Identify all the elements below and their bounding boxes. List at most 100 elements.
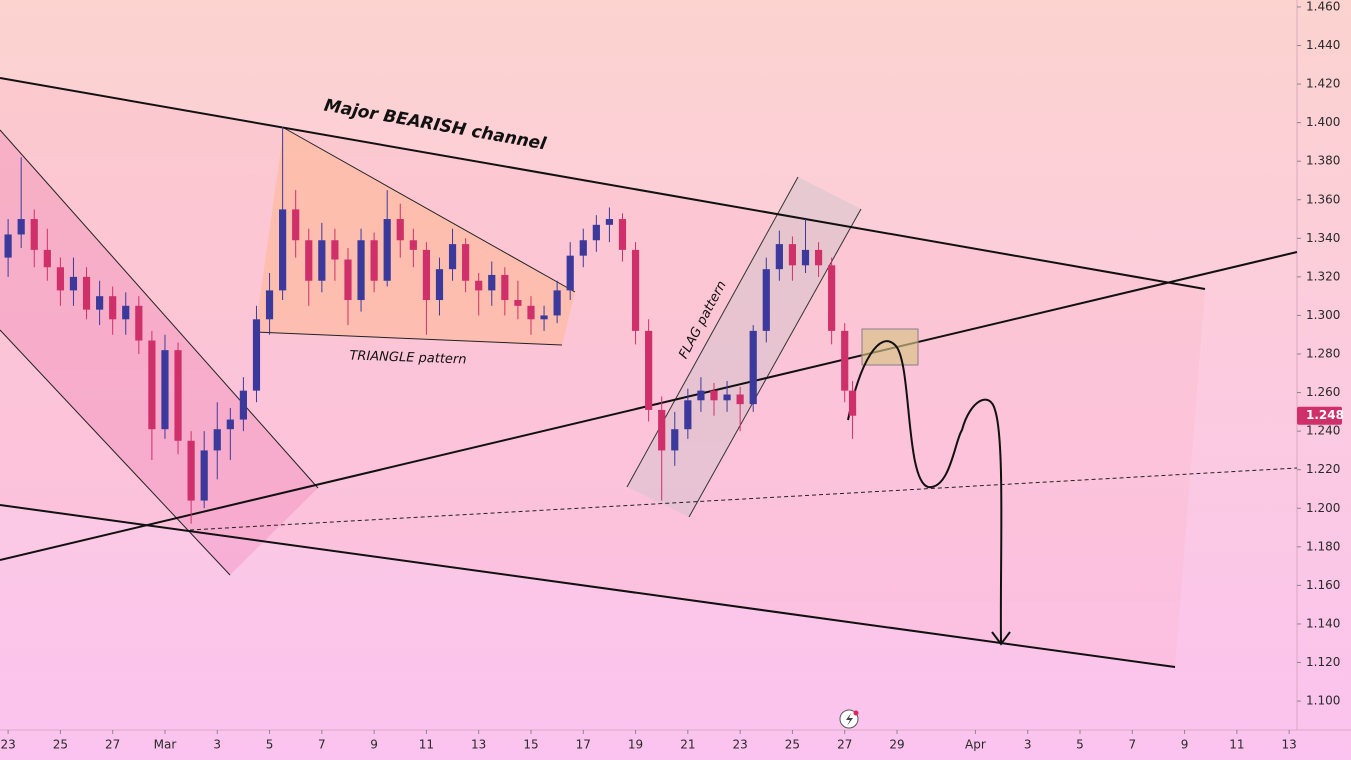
triangle-line — [254, 331, 563, 346]
y-tick-label: 1.160 — [1306, 578, 1340, 592]
candle-body — [213, 429, 221, 451]
candle-body — [396, 219, 404, 241]
candle-body — [148, 340, 156, 430]
candle-body — [848, 390, 857, 416]
y-tick-label: 1.240 — [1306, 424, 1340, 438]
y-tick-label: 1.100 — [1306, 694, 1340, 708]
candle-body — [292, 209, 300, 241]
candle-body — [318, 240, 326, 281]
x-tick-label: 3 — [1024, 738, 1032, 752]
candle-body — [775, 244, 783, 270]
candle-body — [344, 259, 352, 301]
y-tick-label: 1.440 — [1306, 38, 1340, 52]
candle-body — [645, 330, 653, 410]
x-tick-label: 5 — [266, 738, 274, 752]
y-tick-label: 1.260 — [1306, 385, 1340, 399]
triangle-fill — [255, 128, 575, 345]
x-tick-label: 27 — [837, 738, 852, 752]
last-price-label: 1.248 — [1306, 408, 1344, 422]
flag-line — [688, 208, 862, 518]
x-tick-label: 23 — [0, 738, 15, 752]
icon-bolt — [846, 713, 853, 726]
candle-body — [723, 394, 731, 401]
down-channel-fill — [0, 130, 318, 575]
candle-body — [82, 276, 91, 310]
candle-body — [658, 409, 666, 451]
candle-body — [370, 240, 378, 281]
candle-body — [305, 240, 313, 281]
flag-line — [626, 176, 799, 488]
x-tick-label: 25 — [53, 738, 68, 752]
candle-body — [69, 276, 78, 291]
candle-body — [226, 419, 234, 430]
dashed-line — [189, 467, 1298, 531]
candle-body — [618, 219, 627, 250]
candle-body — [749, 330, 757, 405]
y-tick-label: 1.420 — [1306, 77, 1340, 91]
candle-body — [109, 296, 117, 320]
candle-body — [331, 240, 339, 260]
candle-body — [239, 390, 247, 420]
y-tick-label: 1.300 — [1306, 308, 1340, 322]
y-tick-label: 1.140 — [1306, 616, 1340, 630]
channel-top — [0, 77, 1206, 290]
x-tick-label: 13 — [1282, 738, 1297, 752]
candle-body — [409, 240, 417, 250]
candle-body — [762, 269, 770, 331]
x-tick-label: Mar — [154, 738, 177, 752]
candle-body — [279, 209, 287, 291]
candle-body — [814, 249, 823, 266]
candle-body — [788, 244, 797, 266]
projection-path — [847, 340, 1003, 643]
candle-body — [736, 394, 744, 405]
down-channel-line — [0, 329, 231, 576]
candle-body — [43, 249, 51, 268]
y-tick-label: 1.220 — [1306, 462, 1340, 476]
candle-body — [605, 219, 614, 225]
y-tick-label: 1.360 — [1306, 192, 1340, 206]
candle-body — [252, 319, 261, 391]
x-tick-label: 17 — [576, 738, 591, 752]
candle-body — [527, 305, 535, 320]
candle-body — [684, 400, 692, 430]
x-tick-label: 9 — [1181, 738, 1189, 752]
y-tick-label: 1.320 — [1306, 269, 1340, 283]
candle-body — [161, 350, 169, 430]
x-tick-label: 7 — [318, 738, 326, 752]
y-tick-label: 1.400 — [1306, 115, 1340, 129]
candle-body — [422, 249, 431, 301]
y-tick-label: 1.460 — [1306, 0, 1340, 13]
x-tick-label: 19 — [628, 738, 643, 752]
candle-body — [671, 429, 679, 451]
candle-body — [462, 244, 470, 281]
last-price-tag — [1297, 406, 1342, 425]
y-tick-label: 1.200 — [1306, 501, 1340, 515]
x-tick-label: 11 — [1229, 738, 1244, 752]
y-tick-label: 1.120 — [1306, 655, 1340, 669]
candle-body — [4, 234, 12, 258]
candle-body — [841, 330, 849, 391]
x-tick-label: 3 — [213, 738, 221, 752]
x-tick-label: 27 — [105, 738, 120, 752]
down-channel-line — [0, 129, 319, 489]
candle-body — [801, 249, 810, 266]
candle-body — [135, 305, 143, 341]
target-box — [861, 328, 919, 366]
x-tick-label: 11 — [419, 738, 434, 752]
x-tick-label: 9 — [370, 738, 378, 752]
y-tick-label: 1.180 — [1306, 539, 1340, 553]
candle-body — [17, 219, 25, 235]
candle-body — [96, 296, 104, 310]
candle-body — [200, 450, 208, 501]
y-tick-label: 1.280 — [1306, 347, 1340, 361]
candle-body — [122, 305, 130, 320]
candle-body — [540, 315, 548, 320]
candle-body — [174, 350, 182, 441]
candle-body — [710, 390, 718, 401]
channel-fill — [0, 78, 1205, 667]
candle-body — [56, 267, 64, 291]
candle-body — [592, 224, 600, 241]
candle-body — [30, 219, 38, 250]
candle-body — [828, 265, 836, 331]
